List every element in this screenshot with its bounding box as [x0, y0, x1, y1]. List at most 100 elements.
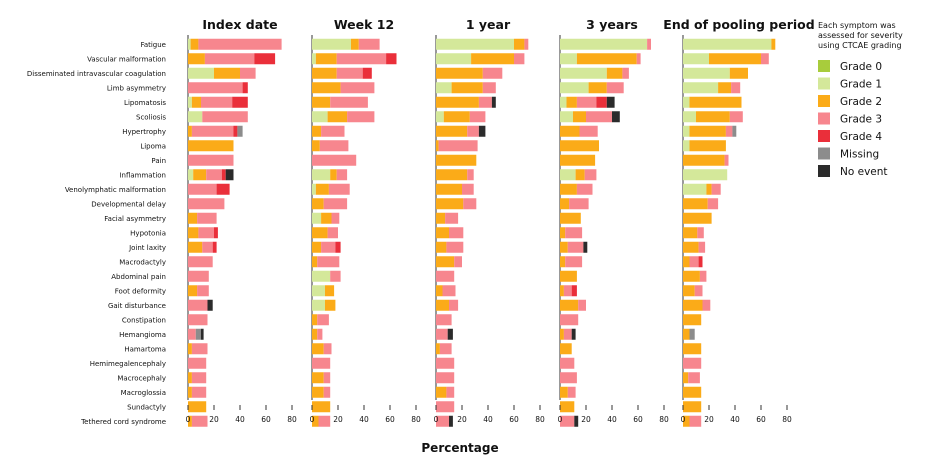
bar-segment — [188, 386, 192, 398]
bar-segment — [560, 183, 577, 195]
bar-segment — [212, 241, 217, 253]
legend-item: Grade 1 — [818, 77, 882, 91]
bar-segment — [335, 241, 341, 253]
bar-segment — [482, 67, 503, 79]
panel: Index date 0 20 40 60 80 — [186, 17, 297, 427]
bar-segment — [317, 314, 329, 326]
bar-segment — [312, 125, 322, 137]
category-label: Facial asymmetry — [104, 215, 166, 223]
bar-segment — [688, 372, 700, 384]
legend-swatch — [818, 60, 830, 72]
bar-segment — [445, 212, 459, 224]
bar-segment — [312, 328, 318, 340]
bar-segment — [560, 169, 576, 181]
bar-segment — [436, 386, 447, 398]
bar-segment — [576, 183, 593, 195]
x-tick-label: 20 — [333, 415, 343, 424]
bar-segment — [340, 82, 375, 94]
legend-label: Grade 1 — [840, 79, 882, 91]
bar-segment — [574, 415, 579, 427]
legend-label: Missing — [840, 149, 879, 161]
x-tick-label: 0 — [310, 415, 315, 424]
bar-segment — [436, 198, 464, 210]
bar-segment — [731, 82, 741, 94]
bar-segment — [195, 328, 201, 340]
bar-segment — [325, 299, 336, 311]
panel-title: Week 12 — [334, 17, 394, 32]
bar-segment — [698, 241, 706, 253]
legend-item: No event — [818, 165, 888, 178]
bar-segment — [571, 328, 576, 340]
bar-segment — [467, 125, 479, 137]
bar-segment — [702, 299, 711, 311]
bar-segment — [436, 183, 462, 195]
bar-segment — [188, 227, 199, 239]
bar-segment — [436, 299, 449, 311]
panel-title: End of pooling period — [663, 17, 814, 32]
bar-segment — [198, 38, 282, 50]
bar-segment — [683, 53, 709, 65]
bar-segment — [312, 154, 357, 166]
bar-segment — [491, 96, 496, 108]
bar-segment — [588, 82, 607, 94]
bar-segment — [436, 256, 455, 268]
bar-segment — [312, 401, 331, 413]
bar-segment — [596, 96, 607, 108]
bar-segment — [467, 169, 474, 181]
x-tick-label: 0 — [186, 415, 191, 424]
bar-segment — [436, 241, 447, 253]
bar-segment — [697, 227, 704, 239]
bar-segment — [683, 125, 690, 137]
bar-segment — [204, 53, 255, 65]
bar-segment — [560, 96, 567, 108]
bar-segment — [560, 328, 564, 340]
category-label: Tethered cord syndrome — [80, 418, 166, 426]
bar-segment — [201, 96, 233, 108]
bar-segment — [560, 125, 580, 137]
bar-segment — [578, 299, 586, 311]
bar-segment — [436, 82, 452, 94]
category-label: Hemangioma — [119, 331, 166, 339]
bar-segment — [560, 343, 572, 355]
bar-segment — [188, 125, 192, 137]
bar-segment — [683, 96, 690, 108]
bar-segment — [732, 125, 737, 137]
bar-segment — [207, 299, 213, 311]
category-label: Constipation — [122, 316, 166, 324]
bar-segment — [725, 125, 733, 137]
panel: End of pooling period 0 20 40 60 80 — [663, 17, 815, 427]
bar-segment — [351, 38, 359, 50]
bar-segment — [514, 53, 525, 65]
bar-segment — [689, 415, 702, 427]
bar-segment — [436, 53, 472, 65]
bar-segment — [683, 38, 772, 50]
bar-segment — [225, 169, 234, 181]
panel: 1 year 0 20 40 60 80 — [434, 17, 545, 427]
bar-segment — [689, 125, 726, 137]
bar-segment — [198, 227, 214, 239]
bar-segment — [689, 140, 726, 152]
category-label: Hemimegalencephaly — [90, 360, 166, 368]
category-label: Foot deformity — [115, 287, 166, 295]
bar-segment — [683, 198, 708, 210]
bar-segment — [446, 386, 455, 398]
bar-segment — [683, 285, 695, 297]
bar-segment — [462, 183, 474, 195]
x-tick-label: 40 — [607, 415, 617, 424]
bar-segment — [478, 125, 486, 137]
bar-segment — [683, 357, 702, 369]
bar-segment — [317, 256, 340, 268]
category-label: Gait disturbance — [108, 302, 166, 310]
bar-segment — [683, 299, 703, 311]
bar-segment — [560, 82, 589, 94]
bar-segment — [312, 415, 319, 427]
bar-segment — [573, 111, 586, 123]
bar-segment — [436, 169, 468, 181]
bar-segment — [442, 285, 456, 297]
bar-segment — [336, 67, 363, 79]
bar-segment — [188, 38, 191, 50]
legend-label: Grade 2 — [840, 96, 882, 108]
bar-segment — [312, 53, 316, 65]
bar-segment — [436, 67, 483, 79]
